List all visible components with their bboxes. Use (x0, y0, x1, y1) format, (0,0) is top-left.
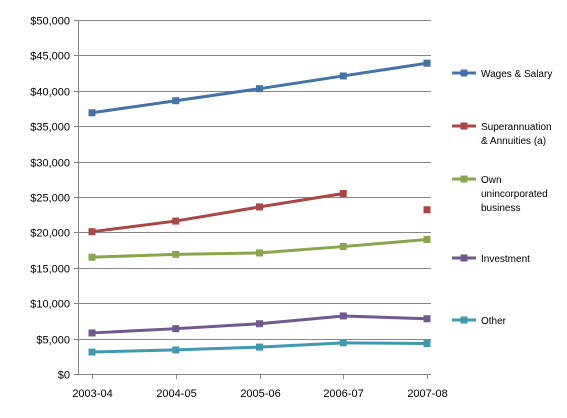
y-tick-label: $40,000 (30, 87, 70, 99)
series-line-segment (258, 191, 345, 209)
data-point-marker (88, 253, 96, 261)
legend: Wages & Salary Superannuation & Annuities … (452, 69, 552, 327)
legend-marker (460, 175, 468, 183)
x-tick-label: 2007-08 (407, 388, 447, 400)
data-point-marker (423, 235, 431, 243)
series-line-segment (174, 322, 261, 331)
y-tick-label: $50,000 (30, 16, 70, 28)
y-tick-label: $25,000 (30, 193, 70, 205)
gridlines (78, 20, 431, 340)
series-line-segment (90, 348, 178, 354)
series-line-segment (258, 245, 345, 255)
x-tick-label: 2004-05 (156, 388, 196, 400)
data-point-marker (339, 243, 347, 251)
series-line-segment (341, 237, 429, 249)
x-tick-label: 2005-06 (240, 388, 280, 400)
data-point-marker (256, 249, 263, 257)
series-line-segment (341, 61, 429, 78)
data-point-marker (339, 72, 347, 80)
y-tick-label: $10,000 (30, 299, 70, 311)
series-line-segment (174, 345, 261, 352)
data-point-marker (256, 85, 263, 93)
series-line-segment (341, 341, 429, 346)
series-line-segment (90, 219, 178, 234)
legend-item-0: Wages & Salary (452, 69, 552, 80)
y-axis-tick-labels: $0 $5,000 $10,000 $15,000 $20,000 $25,000 $30,… (30, 16, 70, 382)
y-tick-label: $30,000 (30, 158, 70, 170)
x-axis-tick-labels: 2003-04 2004-05 2005-06 2006-07 2007-08 (72, 388, 447, 400)
legend-marker (460, 69, 468, 77)
y-tick-label: $35,000 (30, 122, 70, 134)
y-tick-label: $20,000 (30, 228, 70, 240)
legend-label: unincorporated (481, 189, 548, 200)
data-point-marker (172, 346, 180, 354)
data-point-marker (172, 97, 180, 105)
series-line-segment (90, 327, 178, 335)
data-point-marker (339, 189, 347, 197)
series-line-segment (174, 205, 261, 223)
series-line-segment (174, 251, 261, 256)
series-1 (88, 189, 431, 236)
series-line-segment (341, 314, 429, 321)
data-point-marker (339, 339, 347, 347)
legend-item-3: Investment (452, 254, 530, 265)
legend-item-2: Own unincorporated business (452, 175, 548, 214)
x-tick-label: 2006-07 (323, 388, 363, 400)
y-tick-label: $45,000 (30, 51, 70, 63)
x-tick-label: 2003-04 (72, 388, 112, 400)
series-line-segment (90, 99, 178, 115)
axes (74, 20, 431, 379)
data-point-marker (423, 340, 431, 348)
data-point-marker (172, 325, 180, 333)
series-line-segment (174, 87, 261, 103)
legend-marker (460, 254, 468, 262)
y-tick-label: $15,000 (30, 264, 70, 276)
y-tick-label: $0 (58, 370, 70, 382)
legend-label: Investment (481, 254, 530, 265)
legend-label: business (481, 203, 520, 214)
data-point-marker (88, 329, 96, 337)
data-point-marker (423, 315, 431, 323)
legend-item-4: Other (452, 316, 507, 327)
data-point-marker (88, 348, 96, 356)
y-tick-label: $5,000 (36, 335, 70, 347)
series-line-segment (258, 314, 345, 326)
data-point-marker (88, 109, 96, 117)
legend-item-1: Superannuation & Annuities (a) (452, 122, 552, 147)
data-point-marker (256, 343, 263, 351)
data-point-marker (423, 59, 431, 67)
series-line-segment (258, 74, 345, 91)
series-2 (88, 235, 431, 261)
legend-label: & Annuities (a) (481, 136, 546, 147)
data-point-marker (339, 312, 347, 320)
data-point-marker (256, 320, 263, 328)
legend-marker (460, 122, 468, 130)
data-point-marker (172, 250, 180, 258)
legend-label: Own (481, 175, 502, 186)
data-point-marker (256, 203, 263, 211)
series-line-segment (258, 341, 345, 349)
legend-label: Other (481, 316, 507, 327)
data-point-marker (172, 217, 180, 225)
legend-label: Wages & Salary (481, 69, 552, 80)
series-0 (88, 59, 431, 117)
series-lines (88, 59, 431, 356)
series-line-segment (90, 252, 178, 259)
series-4 (88, 339, 431, 356)
data-point-marker (88, 228, 96, 236)
series-3 (88, 312, 431, 337)
legend-label: Superannuation (481, 122, 552, 133)
legend-marker (460, 316, 468, 324)
data-point-marker (423, 206, 431, 214)
